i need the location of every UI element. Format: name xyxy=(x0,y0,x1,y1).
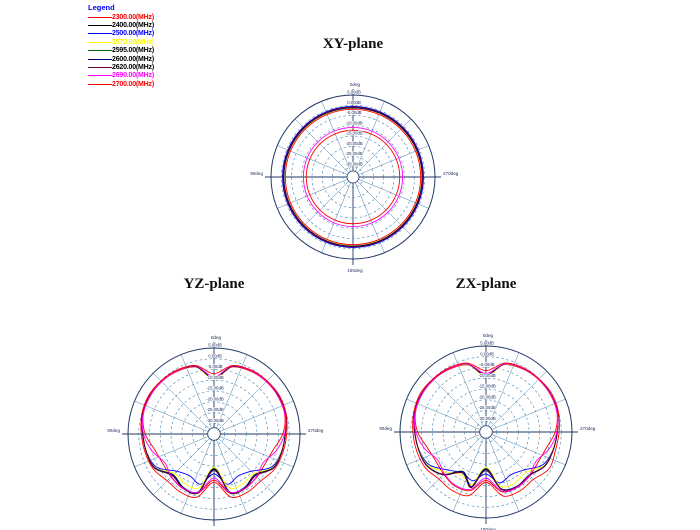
yz-plane-title: YZ-plane xyxy=(183,276,245,292)
radial-tick-label: -10.00dB xyxy=(206,375,224,380)
radial-tick-label: -20.00dB xyxy=(345,141,363,146)
radial-tick-label: 5.00dB xyxy=(347,90,361,95)
radial-tick-label: -5.00dB xyxy=(479,362,494,367)
radial-tick-label: 0.00dB xyxy=(208,353,222,358)
radial-tick-label: -10.00dB xyxy=(345,120,363,125)
legend-item-label: 2700.00(MHz) xyxy=(112,80,154,88)
radial-tick-label: -30.00dB xyxy=(206,418,224,423)
angle-label: 270deg xyxy=(308,428,324,433)
radial-tick-label: -10.00dB xyxy=(478,373,496,378)
legend-item-label: 2570.00(MHz) xyxy=(112,38,154,46)
legend-color-line xyxy=(88,41,112,43)
angle-label: 0deg xyxy=(211,335,222,340)
angle-label: 0deg xyxy=(483,333,494,338)
legend-item-label: 2400.00(MHz) xyxy=(112,22,154,30)
radial-tick-label: -25.00dB xyxy=(206,407,224,412)
zx-plane-title: ZX-plane xyxy=(455,276,517,292)
legend-color-line xyxy=(88,33,112,35)
legend-item: 2595.00(MHz) xyxy=(88,47,154,55)
legend-item-label: 2600.00(MHz) xyxy=(112,55,154,63)
radial-tick-label: -15.00dB xyxy=(478,384,496,389)
radial-tick-label: 0.00dB xyxy=(480,351,494,356)
legend-item: 2600.00(MHz) xyxy=(88,55,154,63)
radial-tick-label: -25.00dB xyxy=(345,151,363,156)
radial-tick-label: -20.00dB xyxy=(478,394,496,399)
radial-tick-label: -5.00dB xyxy=(346,110,361,115)
angle-label: 180deg xyxy=(347,268,363,273)
radial-tick-label: -30.00dB xyxy=(478,416,496,421)
legend-item-label: 2690.00(MHz) xyxy=(112,72,154,80)
legend-item-label: 2595.00(MHz) xyxy=(112,47,154,55)
legend-color-line xyxy=(88,58,112,60)
radial-tick-label: -15.00dB xyxy=(206,386,224,391)
radial-tick-label: -30.00dB xyxy=(345,161,363,166)
legend-color-line xyxy=(88,16,112,18)
radial-tick-label: -20.00dB xyxy=(206,396,224,401)
angle-label: 90deg xyxy=(379,426,392,431)
legend-color-line xyxy=(88,67,112,69)
legend-color-line xyxy=(88,50,112,52)
angle-label: 270deg xyxy=(580,426,596,431)
legend-title: Legend xyxy=(88,3,115,12)
yz-plane-polar-chart: 5.00dB 0.00dB -5.00dB -10.00dB -15.00dB -20.0… xyxy=(107,335,324,530)
legend-color-line xyxy=(88,75,112,77)
legend-item: 2570.00(MHz) xyxy=(88,38,154,46)
legend-item: 2700.00(MHz) xyxy=(88,80,154,88)
angle-label: 90deg xyxy=(250,171,263,176)
radial-tick-label: 5.00dB xyxy=(208,343,222,348)
legend-color-line xyxy=(88,25,112,27)
legend-item: 2690.00(MHz) xyxy=(88,72,154,80)
zx-plane-polar-chart: 5.00dB 0.00dB -5.00dB -10.00dB -15.00dB -20.0… xyxy=(379,333,596,530)
radial-tick-label: -15.00dB xyxy=(345,131,363,136)
angle-label: 270deg xyxy=(443,171,459,176)
legend-item: 2500.00(MHz) xyxy=(88,30,154,38)
radial-tick-label: -5.00dB xyxy=(207,364,222,369)
legend-item: 2400.00(MHz) xyxy=(88,21,154,29)
xy-plane-title: XY-plane xyxy=(322,36,384,52)
radial-tick-label: -25.00dB xyxy=(478,405,496,410)
legend-item: 2300.00(MHz) xyxy=(88,13,154,21)
radial-tick-label: 0.00dB xyxy=(347,100,361,105)
legend-items: 2300.00(MHz) 2400.00(MHz) 2500.00(MHz) 2570… xyxy=(88,13,154,89)
legend-item: 2620.00(MHz) xyxy=(88,63,154,71)
legend-item-label: 2620.00(MHz) xyxy=(112,64,154,72)
radial-tick-label: 5.00dB xyxy=(480,341,494,346)
legend-item-label: 2500.00(MHz) xyxy=(112,30,154,38)
legend: Legend 2300.00(MHz) 2400.00(MHz) 2500.00(M… xyxy=(88,3,154,89)
legend-item-label: 2300.00(MHz) xyxy=(112,13,154,21)
angle-label: 90deg xyxy=(107,428,120,433)
angle-label: 180deg xyxy=(480,527,496,530)
legend-color-line xyxy=(88,83,112,85)
angle-label: 0deg xyxy=(350,82,361,87)
xy-plane-polar-chart: 5.00dB 0.00dB -5.00dB -10.00dB -15.00dB -20.0… xyxy=(250,82,459,273)
